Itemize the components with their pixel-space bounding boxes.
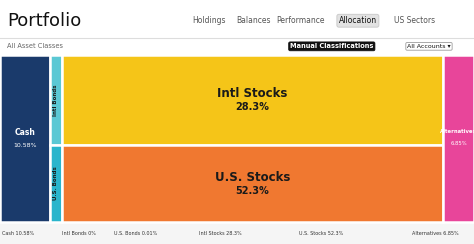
Text: Intl Stocks 28.3%: Intl Stocks 28.3% <box>199 231 242 235</box>
Text: Alternatives 6.85%: Alternatives 6.85% <box>412 231 459 235</box>
Text: Performance: Performance <box>277 16 325 25</box>
Bar <box>62 145 443 222</box>
Text: Alternatives: Alternatives <box>440 129 474 134</box>
Text: U.S. Bonds 0.01%: U.S. Bonds 0.01% <box>114 231 157 235</box>
Text: U.S. Bonds: U.S. Bonds <box>53 167 58 201</box>
Text: Cash: Cash <box>14 128 36 137</box>
Text: 10.58%: 10.58% <box>13 143 36 148</box>
Text: All Accounts ▾: All Accounts ▾ <box>407 44 451 49</box>
Text: Balances: Balances <box>237 16 271 25</box>
Text: 52.3%: 52.3% <box>236 186 269 196</box>
Text: Portfolio: Portfolio <box>7 12 82 30</box>
Bar <box>0 55 50 222</box>
Text: Manual Classifications: Manual Classifications <box>290 43 374 49</box>
Text: Holdings: Holdings <box>192 16 225 25</box>
Bar <box>50 145 62 222</box>
Text: US Sectors: US Sectors <box>394 16 435 25</box>
Bar <box>443 55 474 222</box>
Bar <box>50 55 62 145</box>
Text: Intl Bonds: Intl Bonds <box>53 84 58 116</box>
Bar <box>62 55 443 145</box>
Text: Cash 10.58%: Cash 10.58% <box>2 231 35 235</box>
Text: 6.85%: 6.85% <box>450 141 467 146</box>
Text: 28.3%: 28.3% <box>236 102 269 112</box>
Text: All Asset Classes: All Asset Classes <box>7 43 63 49</box>
Text: Allocation: Allocation <box>339 16 377 25</box>
Text: Intl Stocks: Intl Stocks <box>217 87 288 101</box>
Text: U.S. Stocks 52.3%: U.S. Stocks 52.3% <box>299 231 343 235</box>
Text: Intl Bonds 0%: Intl Bonds 0% <box>62 231 95 235</box>
Text: U.S. Stocks: U.S. Stocks <box>215 171 290 184</box>
Bar <box>0 0 474 56</box>
